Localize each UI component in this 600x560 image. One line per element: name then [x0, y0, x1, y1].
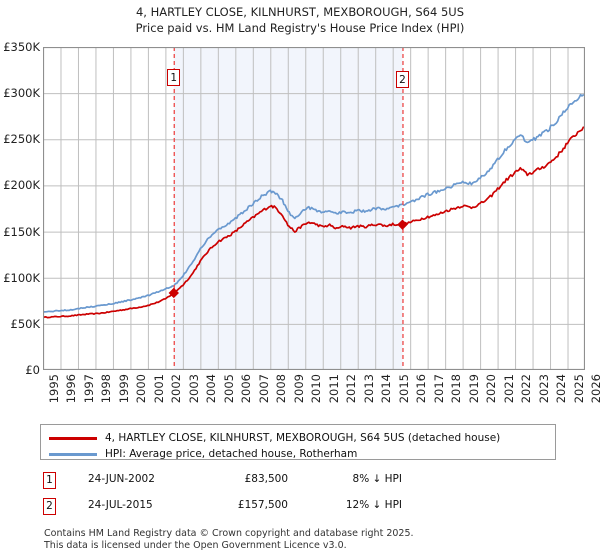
x-axis-tick-label: 1995 [47, 374, 61, 404]
x-axis-tick-label: 1998 [99, 374, 114, 404]
transaction-index-badge: 1 [43, 472, 56, 489]
sale-point-1[interactable] [168, 287, 179, 299]
transaction-hpi-delta: 12% ↓ HPI [345, 499, 402, 511]
chart-plot-area [43, 47, 585, 370]
x-axis-tick-label: 2005 [221, 374, 236, 404]
sale-point-2[interactable] [397, 219, 408, 230]
x-axis-tick-label: 2012 [344, 374, 359, 404]
chart-svg [43, 47, 585, 370]
title-line-1: 4, HARTLEY CLOSE, KILNHURST, MEXBOROUGH,… [135, 5, 465, 19]
legend-label: HPI: Average price, detached house, Roth… [105, 448, 358, 460]
transaction-price: £157,500 [237, 499, 288, 511]
chart-marker-badge-1[interactable]: 1 [167, 69, 181, 86]
footer-attribution: Contains HM Land Registry data © Crown c… [44, 528, 584, 551]
transaction-date: 24-JUN-2002 [88, 473, 155, 485]
y-axis-tick-label: £250K [3, 132, 40, 147]
x-axis-tick-label: 2001 [151, 374, 166, 404]
x-axis-tick-label: 2019 [466, 374, 481, 404]
transaction-hpi-delta: 8% ↓ HPI [352, 473, 402, 485]
x-axis-tick-label: 1999 [116, 374, 131, 404]
legend-label: 4, HARTLEY CLOSE, KILNHURST, MEXBOROUGH,… [105, 432, 501, 444]
footer-line-2: This data is licensed under the Open Gov… [44, 539, 347, 551]
x-axis-tick-label: 2024 [554, 374, 569, 404]
transactions-table: 1 24-JUN-2002 £83,500 8% ↓ HPI 2 24-JUL-2015 £… [40, 470, 560, 522]
x-axis-tick-label: 2002 [169, 374, 184, 404]
legend-color-swatch [49, 436, 97, 440]
y-axis-tick-label: £150K [3, 224, 40, 239]
transaction-price: £83,500 [244, 473, 288, 485]
x-axis-tick-label: 2011 [326, 374, 341, 404]
chart-legend: 4, HARTLEY CLOSE, KILNHURST, MEXBOROUGH,… [40, 424, 556, 460]
x-axis-tick-label: 2023 [536, 374, 551, 404]
x-axis-tick-label: 2015 [396, 374, 411, 404]
x-axis-tick-label: 2021 [501, 374, 516, 404]
title-line-2: Price paid vs. HM Land Registry's House … [135, 21, 465, 35]
legend-item-2: HPI: Average price, detached house, Roth… [49, 446, 357, 462]
plot-border [43, 47, 585, 370]
transaction-index-badge: 2 [43, 498, 56, 515]
x-axis-tick-label: 2000 [134, 374, 149, 404]
series-line-hpi [43, 93, 585, 313]
table-row[interactable]: 2 24-JUL-2015 £157,500 12% ↓ HPI [40, 496, 560, 522]
x-axis-tick-label: 2026 [589, 374, 600, 404]
x-axis-tick-label: 2009 [291, 374, 306, 404]
x-axis-tick-label: 2008 [274, 374, 289, 404]
x-axis-tick-label: 2018 [449, 374, 464, 404]
x-axis-tick-label: 1997 [81, 374, 96, 404]
series-line-price-paid [43, 126, 585, 319]
page-title: 4, HARTLEY CLOSE, KILNHURST, MEXBOROUGH,… [0, 4, 600, 36]
x-axis-tick-label: 2004 [204, 374, 219, 404]
transaction-date: 24-JUL-2015 [88, 499, 153, 511]
x-axis-tick-label: 2013 [361, 374, 376, 404]
x-axis-tick-label: 2017 [431, 374, 446, 404]
x-axis-labels: 1995 1996 1997 1998 1999 2000 2001 2002 2003 2004… [43, 372, 600, 414]
y-axis-tick-label: £200K [3, 178, 40, 193]
x-axis-tick-label: 2010 [309, 374, 324, 404]
y-axis-tick-label: £300K [3, 86, 40, 101]
x-axis-tick-label: 2020 [484, 374, 499, 404]
x-axis-tick-label: 2007 [256, 374, 271, 404]
y-axis-tick-label: £0 [25, 363, 40, 377]
table-row[interactable]: 1 24-JUN-2002 £83,500 8% ↓ HPI [40, 470, 560, 496]
y-axis-tick-label: £100K [3, 270, 40, 285]
footer-line-1: Contains HM Land Registry data © Crown c… [44, 528, 414, 539]
y-axis-tick-label: £50K [10, 316, 41, 331]
y-axis-labels: £0 £50K £100K £150K £200K £250K £300K £350K [0, 40, 41, 377]
x-axis-tick-label: 2006 [239, 374, 254, 404]
x-axis-tick-label: 2025 [571, 374, 586, 404]
x-axis-tick-label: 2014 [379, 374, 394, 404]
x-axis-tick-label: 2016 [414, 374, 429, 404]
chart-marker-badge-2[interactable]: 2 [395, 71, 409, 88]
x-axis-tick-label: 2022 [519, 374, 534, 404]
legend-item-1: 4, HARTLEY CLOSE, KILNHURST, MEXBOROUGH,… [49, 430, 500, 446]
x-axis-tick-label: 1996 [64, 374, 79, 404]
y-axis-tick-label: £350K [3, 40, 40, 54]
x-axis-tick-label: 2003 [186, 374, 201, 404]
legend-color-swatch [49, 452, 97, 456]
